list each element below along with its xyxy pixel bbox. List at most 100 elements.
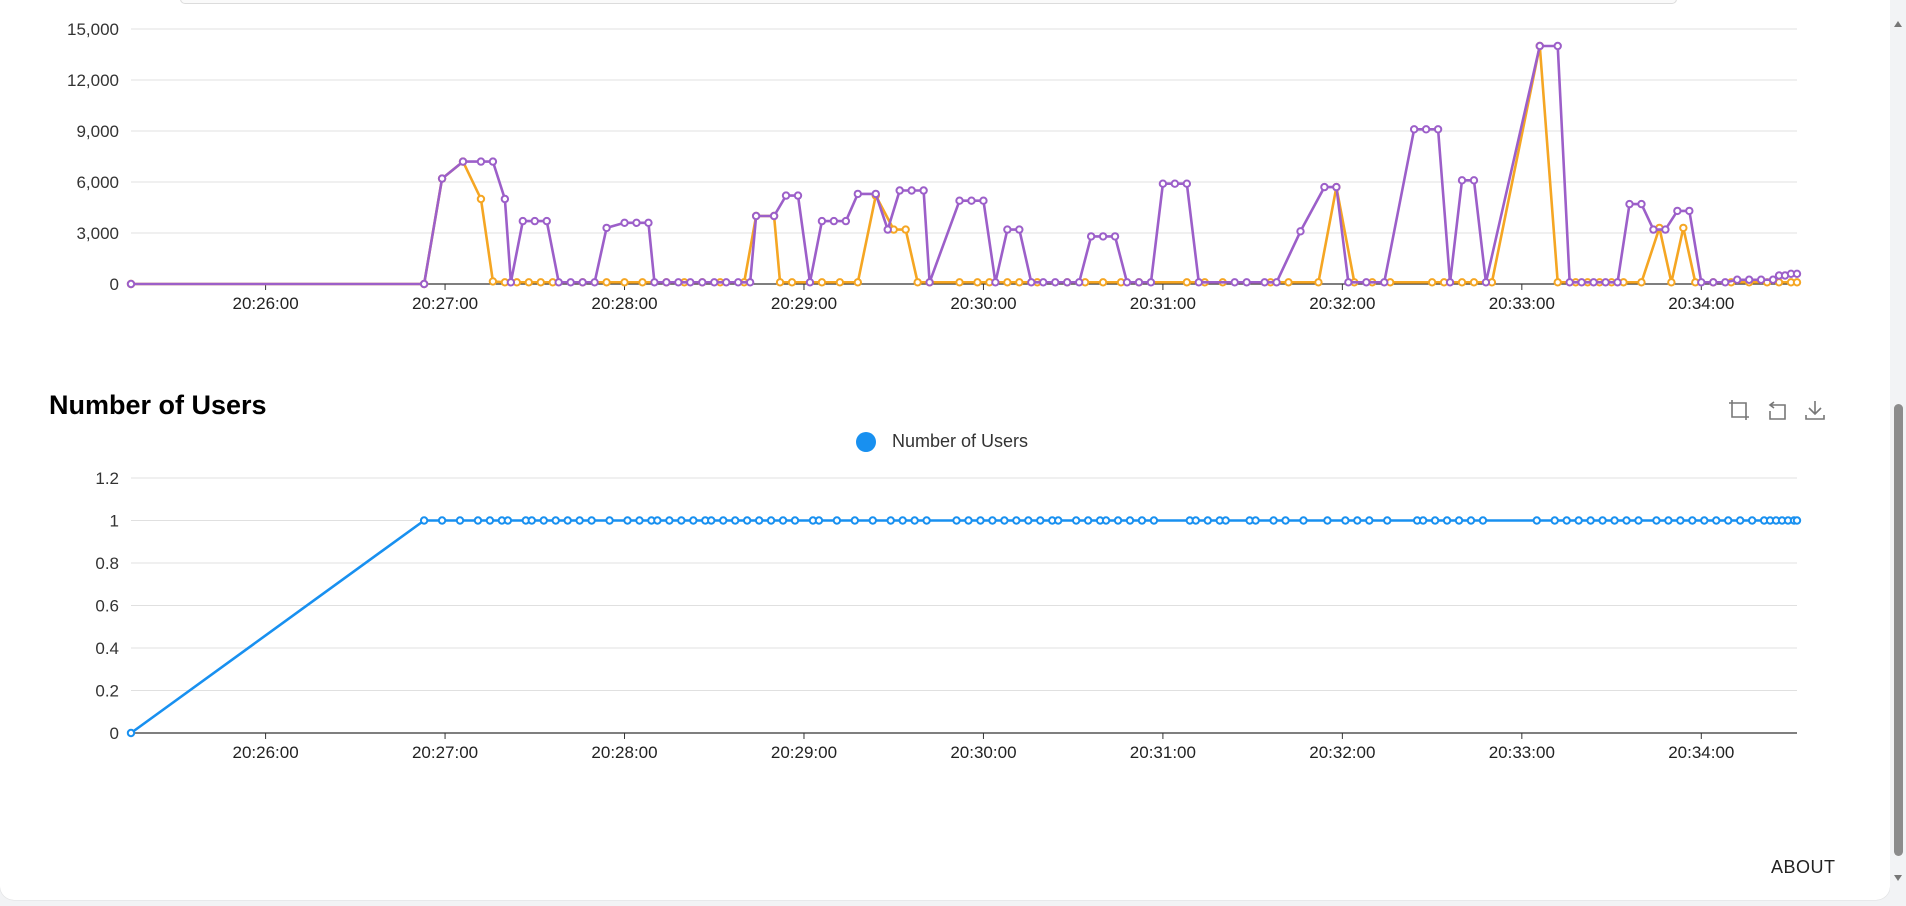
data-point: [566, 278, 575, 287]
data-point: [1478, 516, 1488, 525]
x-tick-label: 20:30:00: [950, 294, 1016, 313]
y-tick-label: 15,000: [67, 20, 119, 39]
restore-icon[interactable]: [1765, 398, 1789, 422]
data-point: [973, 278, 982, 287]
data-point: [1083, 516, 1093, 525]
data-point: [967, 196, 976, 205]
data-point: [1051, 278, 1060, 287]
data-point: [126, 728, 136, 738]
data-point: [787, 278, 797, 287]
data-point: [1134, 278, 1144, 287]
about-link[interactable]: ABOUT: [1771, 857, 1836, 877]
data-point: [1709, 278, 1718, 287]
data-point: [1170, 179, 1180, 188]
data-point: [1320, 182, 1329, 192]
y-tick-label: 0: [110, 275, 119, 294]
x-tick-label: 20:32:00: [1309, 743, 1375, 762]
users-chart-title: Number of Users: [49, 390, 267, 420]
data-point: [1457, 278, 1467, 287]
x-tick-label: 20:26:00: [233, 294, 299, 313]
data-point: [850, 516, 860, 525]
data-point: [775, 278, 785, 287]
data-point: [1565, 278, 1574, 287]
scroll-up-icon[interactable]: [1892, 18, 1904, 30]
data-point: [530, 216, 539, 226]
data-point: [883, 225, 892, 234]
data-point: [1194, 278, 1203, 287]
x-tick-label: 20:31:00: [1130, 743, 1196, 762]
x-tick-label: 20:34:00: [1668, 294, 1734, 313]
data-point: [1661, 225, 1670, 234]
data-point: [677, 516, 686, 525]
x-tick-label: 20:28:00: [591, 743, 657, 762]
data-point: [707, 516, 716, 525]
data-point: [1735, 516, 1745, 525]
data-point: [1673, 206, 1682, 216]
data-point: [554, 278, 563, 287]
users-legend[interactable]: Number of Users: [856, 431, 1028, 452]
data-point: [473, 516, 483, 525]
data-point: [1024, 516, 1033, 525]
data-point: [1086, 232, 1096, 241]
data-point: [1284, 278, 1293, 287]
data-point: [1697, 278, 1706, 287]
data-point: [1421, 125, 1431, 134]
data-point: [1158, 179, 1168, 188]
data-point: [419, 279, 429, 289]
data-point: [1015, 225, 1024, 234]
data-point: [638, 278, 647, 287]
data-point: [686, 278, 695, 287]
data-point: [602, 278, 611, 287]
data-point: [488, 277, 498, 286]
data-point: [898, 516, 907, 525]
data-point: [919, 186, 928, 195]
data-point: [766, 516, 776, 525]
x-tick-label: 20:33:00: [1489, 743, 1555, 762]
throughput-chart: 0 3,000 6,000 9,000 12,000 15,000 20:26:00 20:2…: [67, 20, 1802, 313]
data-point: [1098, 278, 1108, 287]
y-tick-label: 1: [110, 512, 119, 531]
data-point: [1314, 278, 1323, 287]
data-point: [590, 278, 599, 287]
y-tick-label: 12,000: [67, 71, 119, 90]
data-point: [476, 157, 486, 166]
data-point: [1577, 278, 1586, 287]
data-point: [1601, 278, 1610, 287]
data-point: [650, 278, 659, 287]
data-point: [1062, 278, 1072, 287]
data-point: [1768, 275, 1778, 284]
data-point: [871, 189, 880, 199]
data-point: [665, 516, 674, 525]
data-point: [1191, 516, 1201, 525]
data-point: [506, 278, 516, 287]
data-point: [817, 216, 827, 226]
data-point: [1427, 278, 1437, 287]
data-point: [1679, 223, 1688, 233]
data-point: [485, 516, 495, 525]
data-point: [1433, 125, 1443, 134]
y-tick-label: 0.8: [95, 554, 119, 573]
data-point: [1098, 232, 1108, 241]
data-point: [719, 516, 728, 525]
data-point: [988, 516, 997, 525]
save-image-icon[interactable]: [1803, 398, 1827, 422]
y-tick-label: 0: [110, 724, 119, 743]
data-point: [910, 516, 919, 525]
chart-toolbox: [1727, 398, 1827, 422]
data-point: [730, 516, 740, 525]
data-point: [1625, 199, 1634, 209]
data-point: [1586, 516, 1595, 525]
data-point: [500, 194, 510, 204]
data-point: [1652, 516, 1661, 525]
data-point: [1380, 278, 1389, 287]
data-point: [1125, 516, 1135, 525]
scroll-down-icon[interactable]: [1892, 872, 1904, 884]
data-point: [1454, 516, 1464, 525]
data-point: [503, 516, 513, 525]
page-scrollbar[interactable]: [1890, 0, 1906, 906]
data-point: [853, 278, 863, 287]
data-point: [1341, 516, 1350, 525]
scroll-thumb[interactable]: [1894, 404, 1903, 856]
zoom-icon[interactable]: [1727, 398, 1751, 422]
x-tick-label: 20:27:00: [412, 294, 478, 313]
